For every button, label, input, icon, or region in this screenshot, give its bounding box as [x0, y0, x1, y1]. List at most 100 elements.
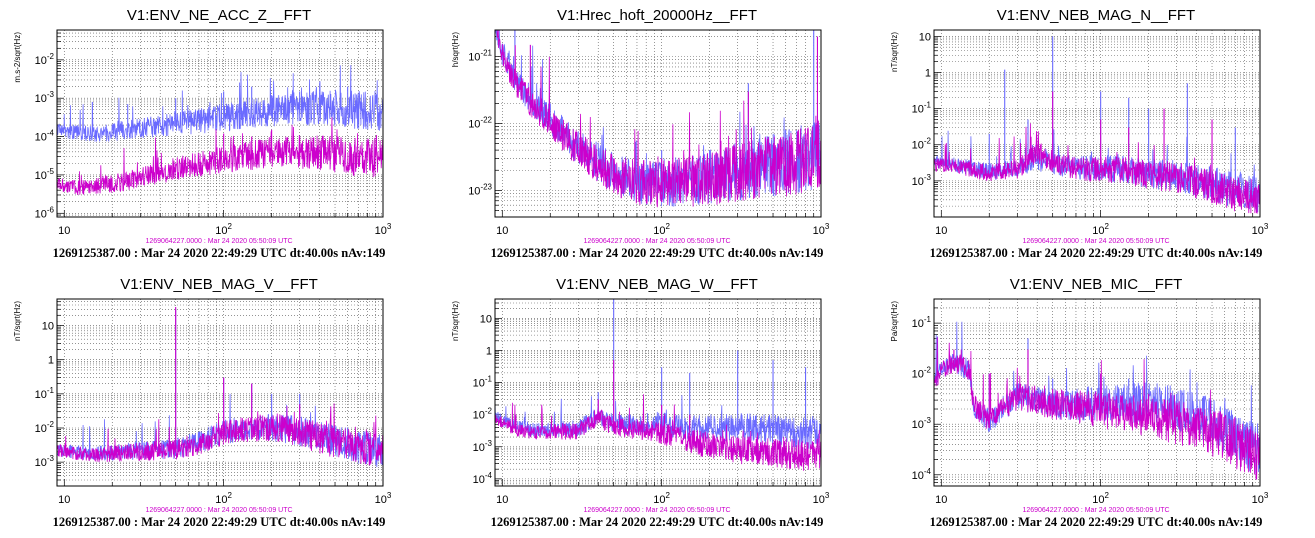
- y-tick-label: 10-2: [35, 420, 55, 435]
- footer-timestamp: 1269125387.00 : Mar 24 2020 22:49:29 UTC…: [930, 246, 1263, 260]
- series-line-1: [934, 337, 1260, 480]
- reference-date-label: 1269064227.0000 : Mar 24 2020 05:50:09 U…: [145, 507, 292, 514]
- plot-panel-mic: V1:ENV_NEB_MIC__FFT 10 102 103 10-4 10-3 10-2 1…: [877, 269, 1315, 538]
- footer-timestamp: 1269125387.00 : Mar 24 2020 22:49:29 UTC…: [491, 246, 824, 260]
- series-line-0: [495, 395, 821, 449]
- y-tick-label: 10-4: [35, 129, 55, 144]
- series-group: [934, 321, 1260, 480]
- y-tick-label: 10-3: [35, 454, 55, 469]
- x-tick-label: 10: [935, 225, 947, 237]
- series-line-1: [495, 394, 821, 471]
- reference-date-label: 1269064227.0000 : Mar 24 2020 05:50:09 U…: [583, 238, 730, 245]
- series-group: [934, 36, 1260, 214]
- chart-svg: V1:ENV_NEB_MAG_N__FFT 10 102 103 10-3 10-2 10-…: [890, 7, 1269, 260]
- y-tick-label: 1: [48, 355, 54, 367]
- x-tick-label: 102: [215, 222, 232, 237]
- chart-svg: V1:ENV_NEB_MIC__FFT 10 102 103 10-4 10-3 10-2 1…: [890, 276, 1269, 529]
- y-tick-label: 1: [486, 345, 492, 357]
- series-group: [495, 299, 821, 471]
- y-tick-label: 10-1: [912, 101, 932, 116]
- y-axis-label: h/sqrt(Hz): [451, 32, 460, 67]
- y-tick-label: 10-3: [473, 439, 493, 454]
- y-tick-label: 10-3: [912, 173, 932, 188]
- chart-title: V1:ENV_NEB_MAG_V__FFT: [120, 276, 318, 293]
- footer-timestamp: 1269125387.00 : Mar 24 2020 22:49:29 UTC…: [930, 515, 1263, 529]
- footer-timestamp: 1269125387.00 : Mar 24 2020 22:49:29 UTC…: [53, 515, 386, 529]
- y-tick-label: 10-6: [35, 205, 55, 220]
- x-tick-label: 103: [813, 222, 830, 237]
- x-tick-label: 103: [1252, 222, 1269, 237]
- y-tick-label: 10: [42, 321, 54, 333]
- plot-frame: [494, 298, 822, 487]
- grid-lines: [933, 30, 1261, 218]
- x-tick-label: 103: [813, 491, 830, 506]
- series-line-0: [57, 65, 383, 142]
- plot-frame: [56, 29, 384, 218]
- plot-frame: [933, 29, 1261, 218]
- reference-date-label: 1269064227.0000 : Mar 24 2020 05:50:09 U…: [1022, 238, 1169, 245]
- y-tick-label: 10-22: [468, 116, 492, 131]
- y-axis-label: Pa/sqrt(Hz): [890, 301, 899, 342]
- y-tick-label: 10-2: [35, 52, 55, 67]
- chart-svg: V1:ENV_NEB_MAG_V__FFT 10 102 103 10-3 10-2 10-…: [13, 276, 392, 529]
- series-line-1: [57, 403, 383, 466]
- plot-panel-mag-v: V1:ENV_NEB_MAG_V__FFT 10 102 103 10-3 10-2 10-…: [0, 269, 438, 538]
- y-tick-label: 10: [919, 31, 931, 43]
- series-group: [495, 30, 821, 208]
- footer-timestamp: 1269125387.00 : Mar 24 2020 22:49:29 UTC…: [53, 246, 386, 260]
- y-tick-label: 10: [480, 313, 492, 325]
- x-tick-label: 10: [58, 494, 70, 506]
- x-tick-label: 102: [1092, 222, 1109, 237]
- chart-svg: V1:Hrec_hoft_20000Hz__FFT 10 102 103 10-23 10…: [451, 7, 830, 260]
- y-tick-label: 10-5: [35, 167, 55, 182]
- chart-title: V1:ENV_NEB_MAG_N__FFT: [997, 7, 1195, 24]
- y-tick-label: 10-3: [912, 416, 932, 431]
- y-tick-label: 10-4: [473, 471, 493, 486]
- y-tick-label: 10-1: [35, 386, 55, 401]
- x-tick-label: 10: [496, 225, 508, 237]
- chart-title: V1:ENV_NEB_MAG_W__FFT: [556, 276, 758, 293]
- y-axis-label: nT/sqrt(Hz): [451, 301, 460, 341]
- reference-date-label: 1269064227.0000 : Mar 24 2020 05:50:09 U…: [583, 507, 730, 514]
- y-tick-label: 10-1: [473, 375, 493, 390]
- series-line-1: [496, 30, 821, 208]
- y-axis-label: nT/sqrt(Hz): [13, 301, 22, 341]
- x-tick-label: 102: [215, 491, 232, 506]
- y-tick-label: 10-2: [912, 137, 932, 152]
- y-axis-label: nT/sqrt(Hz): [890, 32, 899, 72]
- series-group: [57, 306, 383, 468]
- grid-lines: [56, 298, 384, 487]
- series-line-1: [934, 123, 1260, 214]
- x-tick-label: 103: [375, 222, 392, 237]
- plot-panel-mag-n: V1:ENV_NEB_MAG_N__FFT 10 102 103 10-3 10-2 10-…: [877, 0, 1315, 269]
- y-tick-label: 10-2: [912, 366, 932, 381]
- x-tick-label: 103: [1252, 491, 1269, 506]
- chart-title: V1:Hrec_hoft_20000Hz__FFT: [557, 7, 757, 24]
- x-tick-label: 10: [58, 225, 70, 237]
- chart-title: V1:ENV_NEB_MIC__FFT: [1010, 276, 1183, 293]
- plot-panel-acc-z: V1:ENV_NE_ACC_Z__FFT 10 102 103 10-6 10-5 10-4…: [0, 0, 438, 269]
- reference-date-label: 1269064227.0000 : Mar 24 2020 05:50:09 U…: [1022, 507, 1169, 514]
- y-tick-label: 10-1: [912, 315, 932, 330]
- reference-date-label: 1269064227.0000 : Mar 24 2020 05:50:09 U…: [145, 238, 292, 245]
- plot-frame: [56, 298, 384, 487]
- y-tick-label: 10-4: [912, 467, 932, 482]
- y-axis-label: m.s-2/sqrt(Hz): [13, 32, 22, 83]
- series-line-1: [57, 117, 383, 196]
- y-tick-label: 10-2: [473, 407, 493, 422]
- y-tick-label: 10-23: [468, 182, 492, 197]
- x-tick-label: 102: [653, 491, 670, 506]
- x-tick-label: 102: [653, 222, 670, 237]
- plot-frame: [933, 298, 1261, 487]
- chart-svg: V1:ENV_NE_ACC_Z__FFT 10 102 103 10-6 10-5 10-4…: [13, 7, 392, 260]
- y-tick-label: 10-21: [468, 49, 492, 64]
- x-tick-label: 103: [375, 491, 392, 506]
- y-tick-label: 1: [925, 67, 931, 79]
- x-tick-label: 10: [496, 494, 508, 506]
- series-group: [57, 65, 383, 196]
- plot-panel-hrec-hoft: V1:Hrec_hoft_20000Hz__FFT 10 102 103 10-23 10…: [438, 0, 876, 269]
- y-tick-label: 10-3: [35, 90, 55, 105]
- footer-timestamp: 1269125387.00 : Mar 24 2020 22:49:29 UTC…: [491, 515, 824, 529]
- plot-frame: [494, 29, 822, 218]
